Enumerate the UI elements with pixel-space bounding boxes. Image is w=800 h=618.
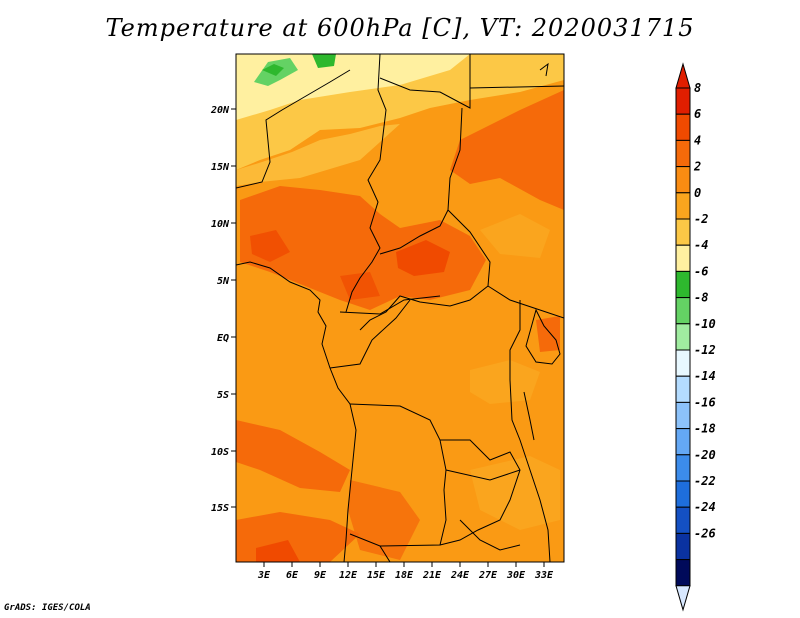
lat-label-15s: 15S xyxy=(211,503,229,514)
colorbar-label: -18 xyxy=(694,422,716,436)
colorbar-swatch xyxy=(675,401,691,430)
colorbar-swatch xyxy=(675,349,691,377)
lon-label-30e: 30E xyxy=(506,570,526,581)
colorbar-label: -22 xyxy=(694,474,716,488)
colorbar-swatch xyxy=(675,218,691,246)
colorbar-bottom-tip xyxy=(675,585,691,612)
lat-label-5s: 5S xyxy=(217,390,229,401)
lon-label-18e: 18E xyxy=(395,570,414,581)
colorbar-label: -14 xyxy=(694,369,716,383)
lon-label-9e: 9E xyxy=(314,570,327,581)
map-frame xyxy=(235,53,565,563)
colorbar-swatch xyxy=(675,559,691,587)
lon-label-21e: 21E xyxy=(422,570,442,581)
country-borders xyxy=(236,54,564,562)
map-title: Temperature at 600hPa [C], VT: 202003171… xyxy=(105,14,695,42)
colorbar-swatch xyxy=(675,532,691,561)
lat-label-15n: 15N xyxy=(211,162,230,173)
colorbar-label: 4 xyxy=(694,133,701,147)
colorbar-swatch xyxy=(675,297,691,325)
lat-axis xyxy=(231,108,236,508)
lon-label-27e: 27E xyxy=(478,570,498,581)
colorbar-label: 6 xyxy=(694,107,701,121)
lon-axis xyxy=(263,562,545,567)
colorbar-swatch xyxy=(675,454,691,482)
lon-label-3e: 3E xyxy=(257,570,271,581)
colorbar-label: -12 xyxy=(694,343,716,357)
colorbar-swatch xyxy=(675,166,691,194)
lon-label-24e: 24E xyxy=(450,570,470,581)
colorbar-label: -4 xyxy=(694,238,708,252)
lon-label-6e: 6E xyxy=(286,570,299,581)
colorbar-swatch xyxy=(675,428,691,456)
colorbar-swatch xyxy=(675,480,691,508)
colorbar-label: -16 xyxy=(694,395,716,409)
colorbar-swatch xyxy=(675,244,691,272)
colorbar-label: -24 xyxy=(694,500,716,514)
temperature-field xyxy=(236,54,564,562)
colorbar-swatch xyxy=(675,506,691,534)
colorbar-swatch xyxy=(675,270,691,299)
colorbar-label: -26 xyxy=(694,526,716,540)
grads-credit: GrADS: IGES/COLA xyxy=(4,603,91,613)
lat-label-10s: 10S xyxy=(211,447,229,458)
colorbar-swatch xyxy=(675,192,691,220)
colorbar-label: -10 xyxy=(694,317,716,331)
colorbar-swatch xyxy=(675,113,691,141)
colorbar-swatch xyxy=(675,323,691,351)
lon-label-33e: 33E xyxy=(534,570,554,581)
colorbar-label: 2 xyxy=(693,160,701,174)
lon-label-15e: 15E xyxy=(367,570,386,581)
colorbar-top-tip xyxy=(675,62,691,89)
colorbar-label: -8 xyxy=(694,291,708,305)
colorbar-label: 8 xyxy=(694,81,701,95)
colorbar-label: -6 xyxy=(694,264,708,278)
lat-label-20n: 20N xyxy=(210,105,230,116)
colorbar: 8 6 4 2 0 -2 -4 -6 -8 -10 -12 -14 -16 -18 -20 -22 -24 -26 xyxy=(675,62,716,612)
colorbar-label: -20 xyxy=(694,448,716,462)
colorbar-label: -2 xyxy=(694,212,708,226)
lat-label-10n: 10N xyxy=(211,219,230,230)
colorbar-swatch xyxy=(675,139,691,168)
colorbar-label: 0 xyxy=(694,186,701,200)
colorbar-swatch xyxy=(675,87,691,115)
colorbar-swatch xyxy=(675,375,691,403)
lon-label-12e: 12E xyxy=(339,570,358,581)
lat-label-5n: 5N xyxy=(217,276,230,287)
lat-label-eq: EQ xyxy=(217,333,229,344)
